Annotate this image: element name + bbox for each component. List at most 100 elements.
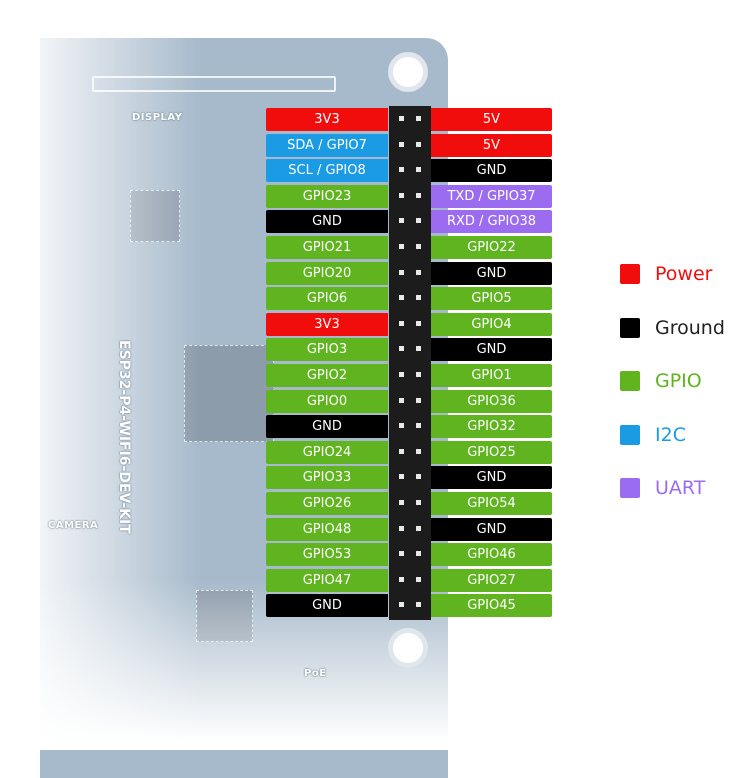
pin bbox=[399, 397, 404, 403]
pin-label-left: SDA / GPIO7 bbox=[266, 133, 388, 157]
pin-label-right: GPIO54 bbox=[431, 492, 552, 515]
pin bbox=[399, 167, 404, 173]
mounting-hole bbox=[388, 52, 428, 92]
pin bbox=[416, 167, 421, 173]
pin-label-left: GPIO47 bbox=[266, 568, 388, 592]
pin bbox=[399, 500, 404, 505]
pin-label-right: GPIO46 bbox=[431, 543, 552, 567]
legend-label: I2C bbox=[655, 423, 686, 446]
pin bbox=[416, 218, 421, 224]
pin bbox=[399, 372, 404, 377]
legend-item: Ground bbox=[620, 316, 740, 340]
legend-item: UART bbox=[620, 476, 740, 500]
pin bbox=[399, 320, 404, 326]
pin bbox=[399, 141, 404, 147]
silk-poe: PoE bbox=[304, 668, 327, 679]
header-pin-pair bbox=[389, 490, 431, 516]
legend-item: I2C bbox=[620, 423, 740, 447]
silk-display: DISPLAY bbox=[132, 112, 183, 123]
pin-label-left: GPIO53 bbox=[266, 543, 388, 567]
pin bbox=[399, 218, 404, 224]
header-pin-pair bbox=[389, 464, 431, 490]
pin-label-left: GPIO3 bbox=[266, 338, 388, 362]
pin-label-left: 3V3 bbox=[266, 312, 388, 336]
pin-label-right: GPIO45 bbox=[431, 594, 552, 618]
pin-label-left: GND bbox=[266, 210, 388, 234]
pin-header bbox=[389, 106, 431, 620]
header-pin-pair bbox=[389, 567, 431, 593]
header-pin-pair bbox=[389, 260, 431, 286]
legend-item: Power bbox=[620, 262, 740, 286]
pin-label-right: 5V bbox=[431, 133, 552, 157]
legend-item: GPIO bbox=[620, 369, 740, 393]
pin bbox=[399, 346, 404, 352]
pin-label-right: GPIO27 bbox=[431, 568, 552, 592]
legend-swatch bbox=[620, 424, 640, 445]
pin-label-left: GND bbox=[266, 415, 388, 439]
pin-label-right: GPIO5 bbox=[431, 287, 552, 311]
mounting-hole bbox=[388, 628, 428, 668]
pin bbox=[399, 295, 404, 301]
pin bbox=[399, 269, 404, 275]
pin-label-left: GPIO26 bbox=[266, 492, 388, 515]
pin bbox=[416, 141, 421, 147]
header-pin-pair bbox=[389, 208, 431, 234]
header-pin-pair bbox=[389, 413, 431, 439]
board-name: ESP32-P4-WIFI6-DEV-KIT bbox=[116, 340, 132, 534]
legend-swatch bbox=[620, 264, 640, 284]
pin-label-right: GPIO32 bbox=[431, 415, 552, 439]
pin-label-left: GPIO24 bbox=[266, 440, 388, 464]
pin bbox=[416, 269, 421, 275]
header-pin-pair bbox=[389, 157, 431, 183]
pin-label-right: GPIO36 bbox=[431, 389, 552, 413]
pin-label-right: GND bbox=[431, 338, 552, 362]
pin bbox=[416, 244, 421, 249]
pin-label-right: GND bbox=[431, 159, 552, 183]
header-pin-pair bbox=[389, 132, 431, 158]
pin bbox=[399, 551, 404, 557]
pin bbox=[399, 448, 404, 454]
pin-label-right: GND bbox=[431, 466, 552, 490]
header-pin-pair bbox=[389, 311, 431, 337]
header-pin-pair bbox=[389, 183, 431, 209]
legend-label: GPIO bbox=[655, 370, 702, 392]
legend-label: UART bbox=[655, 477, 706, 499]
header-pin-pair bbox=[389, 388, 431, 414]
pin bbox=[416, 500, 421, 505]
pin-label-right: TXD / GPIO37 bbox=[431, 184, 552, 208]
header-pin-pair bbox=[389, 106, 431, 132]
pin bbox=[416, 551, 421, 557]
pin-label-left: SCL / GPIO8 bbox=[266, 159, 388, 183]
pin bbox=[399, 602, 404, 608]
header-pin-pair bbox=[389, 285, 431, 311]
pin-label-right: GND bbox=[431, 517, 552, 541]
pin bbox=[416, 397, 421, 403]
legend-swatch bbox=[620, 371, 640, 391]
header-pin-pair bbox=[389, 541, 431, 567]
pin bbox=[416, 602, 421, 608]
pin bbox=[416, 192, 421, 198]
header-pin-pair bbox=[389, 234, 431, 260]
pin bbox=[416, 423, 421, 429]
pin bbox=[416, 372, 421, 377]
pin-label-right: GPIO25 bbox=[431, 440, 552, 464]
pin bbox=[399, 576, 404, 582]
pin-label-right: GPIO1 bbox=[431, 364, 552, 387]
pin-label-left: GPIO33 bbox=[266, 466, 388, 490]
legend-swatch bbox=[620, 317, 640, 338]
pin-label-left: GPIO20 bbox=[266, 261, 388, 285]
silk-camera: CAMERA bbox=[48, 520, 99, 531]
pin-label-right: GND bbox=[431, 261, 552, 285]
header-pin-pair bbox=[389, 362, 431, 388]
pin-label-right: GPIO4 bbox=[431, 312, 552, 336]
pin bbox=[416, 295, 421, 301]
pin bbox=[416, 576, 421, 582]
header-pin-pair bbox=[389, 439, 431, 465]
header-pin-pair bbox=[389, 592, 431, 618]
header-pin-pair bbox=[389, 336, 431, 362]
pin bbox=[416, 474, 421, 480]
pin-label-left: GPIO2 bbox=[266, 364, 388, 387]
pin bbox=[416, 116, 421, 121]
pin bbox=[399, 244, 404, 249]
pin bbox=[399, 525, 404, 531]
